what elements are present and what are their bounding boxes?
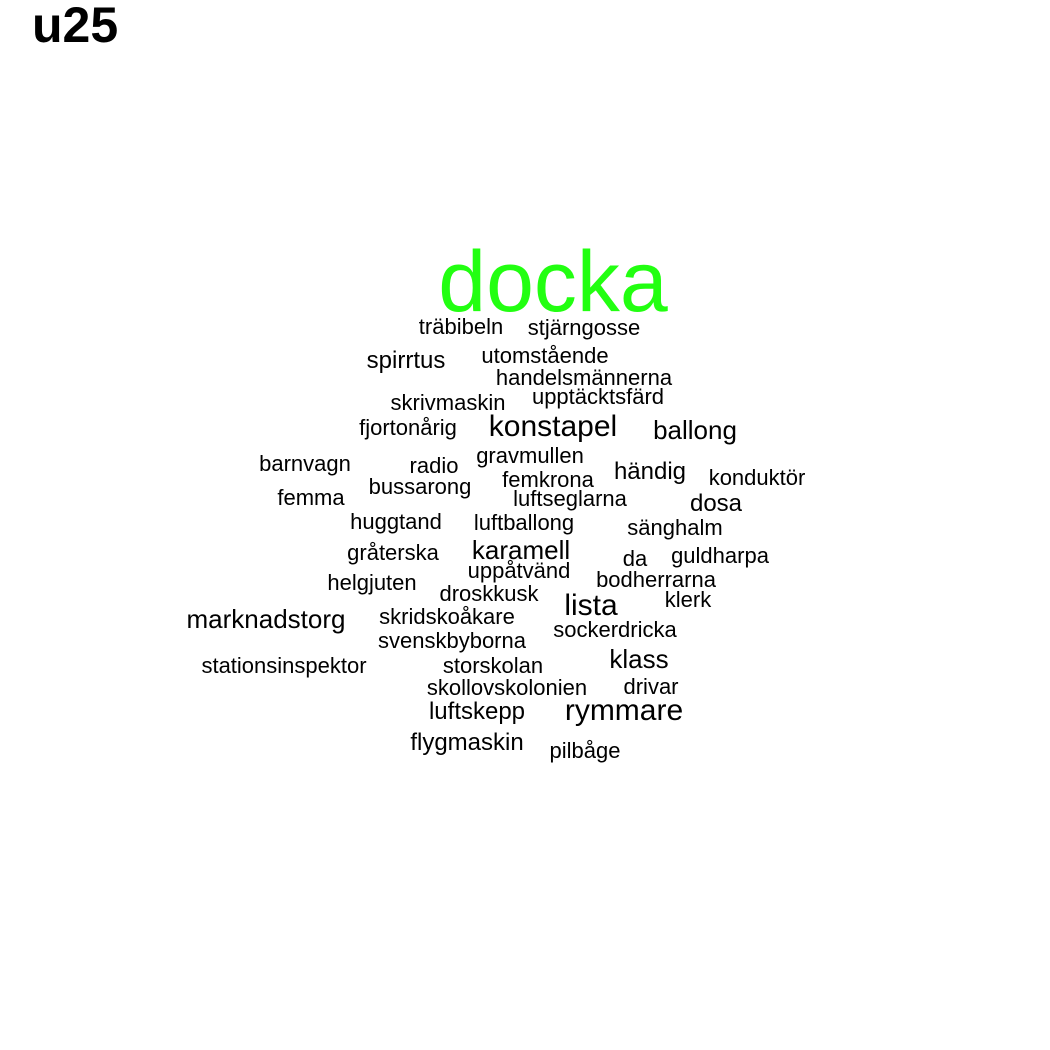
cloud-word: träbibeln: [418, 314, 504, 339]
cloud-word: karamell: [471, 535, 571, 565]
cloud-word: fjortonårig: [359, 415, 457, 440]
cloud-word: upptäcktsfärd: [531, 384, 665, 409]
cloud-word: sockerdricka: [553, 617, 677, 642]
cloud-word: pilbåge: [549, 738, 621, 763]
cloud-word: docka: [438, 234, 668, 330]
cloud-word: uppåtvänd: [467, 558, 571, 583]
cloud-word: skollovskolonien: [426, 675, 588, 700]
cloud-word: droskkusk: [439, 581, 539, 606]
cloud-word: bussarong: [368, 474, 472, 499]
cloud-word: bodherrarna: [596, 567, 716, 592]
cloud-word: radio: [409, 453, 459, 478]
cloud-word: händig: [613, 458, 687, 485]
cloud-word: konduktör: [708, 465, 806, 490]
cloud-word: spirrtus: [366, 347, 446, 374]
cloud-word: barnvagn: [259, 451, 351, 476]
cloud-word: luftskepp: [428, 698, 526, 725]
cloud-word: luftballong: [473, 510, 575, 535]
cloud-word: luftseglarna: [513, 486, 627, 511]
cloud-word: femma: [277, 485, 345, 510]
cloud-word: gråterska: [347, 540, 439, 565]
cloud-word: gravmullen: [476, 443, 584, 468]
cloud-word: marknadstorg: [186, 604, 346, 634]
cloud-word: femkrona: [502, 467, 594, 492]
cloud-word: lista: [564, 589, 618, 622]
cloud-word: handelsmännerna: [495, 365, 673, 390]
cloud-word: da: [622, 546, 648, 571]
cloud-word: skrivmaskin: [390, 390, 506, 415]
cloud-word: klerk: [664, 587, 712, 612]
cloud-word: klass: [609, 644, 669, 674]
cloud-word: rymmare: [564, 694, 684, 727]
cloud-word: flygmaskin: [410, 729, 524, 756]
cloud-word: guldharpa: [671, 543, 769, 568]
figure-title: u25: [32, 0, 119, 53]
cloud-word: helgjuten: [327, 570, 417, 595]
cloud-word: drivar: [623, 674, 679, 699]
cloud-word: storskolan: [442, 653, 544, 678]
cloud-word: sänghalm: [627, 515, 723, 540]
cloud-word: stationsinspektor: [201, 653, 367, 678]
cloud-word: skridskoåkare: [379, 604, 515, 629]
cloud-word: konstapel: [488, 410, 618, 443]
cloud-word: dosa: [689, 490, 743, 517]
cloud-word: stjärngosse: [527, 315, 641, 340]
cloud-word: ballong: [653, 415, 737, 445]
cloud-word: huggtand: [350, 509, 442, 534]
cloud-word: svenskbyborna: [378, 628, 526, 653]
cloud-word: utomstående: [481, 343, 609, 368]
